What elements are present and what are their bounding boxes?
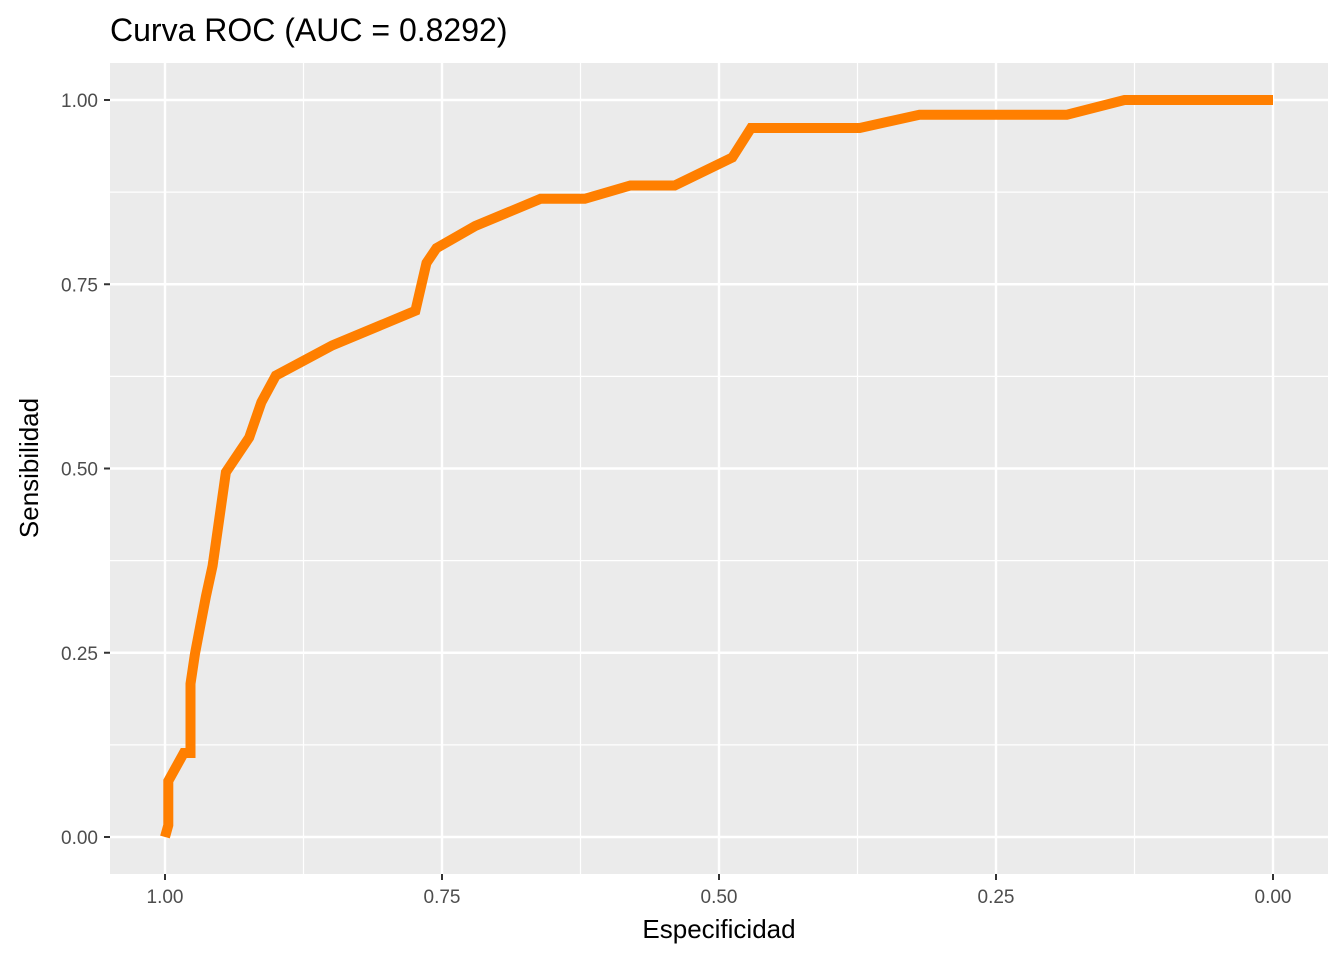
chart-title: Curva ROC (AUC = 0.8292)	[110, 12, 507, 48]
x-tick-label: 0.00	[1255, 887, 1292, 908]
major-gridlines	[110, 63, 1328, 874]
y-axis-title: Sensibilidad	[14, 398, 44, 538]
roc-curve-line	[160, 95, 1273, 839]
y-tick-label: 0.75	[61, 275, 98, 296]
y-axis: 0.00 0.25 0.50 0.75 1.00	[61, 91, 110, 849]
x-tick-label: 0.75	[424, 887, 461, 908]
x-tick-label: 0.25	[978, 887, 1015, 908]
y-tick-label: 0.25	[61, 644, 98, 665]
x-axis-title: Especificidad	[642, 914, 795, 944]
y-tick-label: 0.50	[61, 460, 98, 481]
x-axis: 1.00 0.75 0.50 0.25 0.00	[147, 874, 1292, 908]
x-tick-label: 0.50	[701, 887, 738, 908]
y-tick-label: 1.00	[61, 91, 98, 112]
series-layer	[160, 95, 1273, 839]
y-tick-label: 0.00	[61, 828, 98, 849]
x-tick-label: 1.00	[147, 887, 184, 908]
